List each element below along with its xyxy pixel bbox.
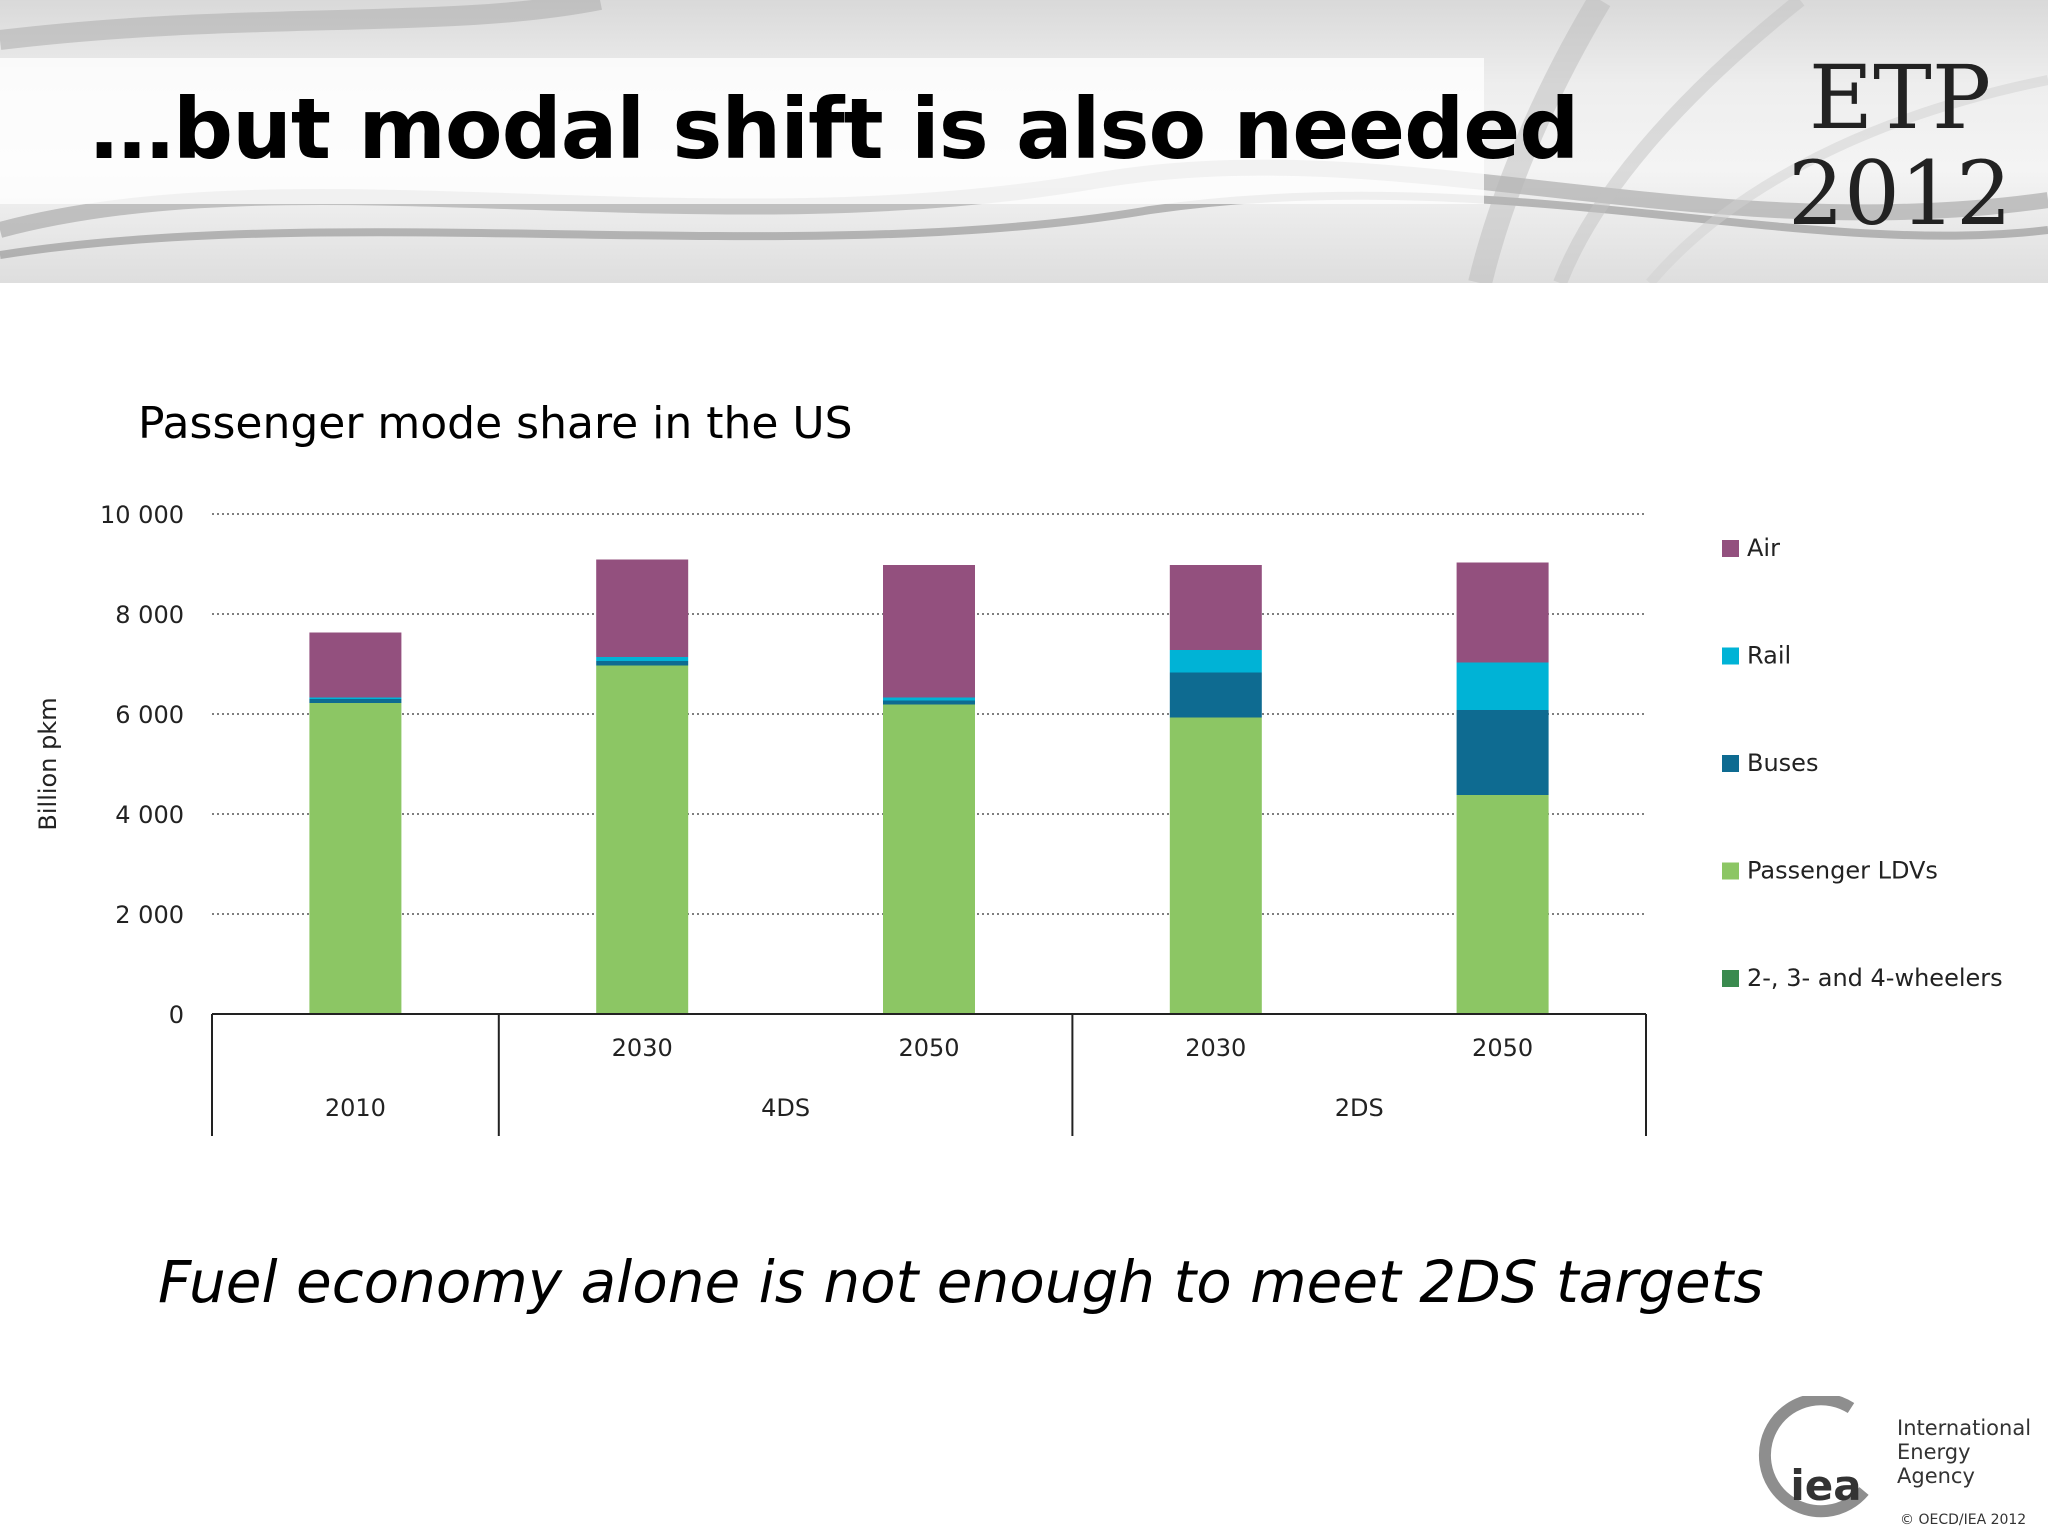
chart-title: Passenger mode share in the US (138, 398, 853, 449)
iea-logo: iea (1758, 1396, 1869, 1518)
x-tick-label: 2050 (898, 1034, 959, 1062)
bar-segment (1456, 795, 1549, 1013)
y-tick-label: 2 000 (115, 901, 184, 929)
bar-segment (309, 699, 402, 703)
y-tick-label: 8 000 (115, 601, 184, 629)
iea-logo-line2: Energy Agency (1897, 1440, 1975, 1488)
stacked-bar-chart: 0 2 000 4 000 6 000 8 000 10 000 Billion pkm 20… (34, 501, 2003, 1136)
bar-segment (1456, 710, 1549, 795)
etp-badge-line2: 2012 (1788, 142, 2012, 245)
copyright: © OECD/IEA 2012 (1900, 1512, 2027, 1528)
bar-segment (1169, 565, 1262, 650)
bar-segment (309, 703, 402, 1013)
iea-logo-line1: International (1897, 1416, 2032, 1440)
y-tick-label: 0 (169, 1001, 184, 1029)
y-axis-label: Billion pkm (34, 697, 62, 830)
x-tick-label: 2030 (1185, 1034, 1246, 1062)
x-group-label: 2DS (1335, 1094, 1384, 1122)
bar-segment (1456, 562, 1549, 663)
title-band (0, 58, 1484, 204)
x-group-label: 4DS (761, 1094, 810, 1122)
legend-label: Air (1747, 534, 1780, 562)
legend-label: Buses (1747, 749, 1818, 777)
etp-badge: ETP 2012 (1780, 50, 2020, 242)
slide-title: …but modal shift is also needed (90, 80, 1579, 178)
bar-segment (883, 704, 975, 1013)
bar-segment (596, 657, 689, 661)
bar-segment (883, 700, 975, 705)
bar-segment (1169, 672, 1262, 718)
bar-segment (596, 661, 689, 666)
iea-logo-text: iea (1790, 1461, 1861, 1510)
legend-swatch (1722, 540, 1739, 557)
legend-swatch (1722, 647, 1739, 665)
slide-subtitle: Fuel economy alone is not enough to meet… (158, 1248, 1764, 1316)
bar-segment (883, 697, 975, 701)
bar-segment (596, 559, 689, 657)
y-tick-label: 6 000 (115, 701, 184, 729)
iea-logo-wordmark: International Energy Agency (1897, 1416, 2048, 1488)
legend-swatch (1722, 862, 1739, 880)
bar-segment (309, 632, 402, 698)
bar-segment (1456, 662, 1549, 710)
legend-label: Passenger LDVs (1747, 857, 1938, 885)
y-tick-label: 10 000 (100, 501, 184, 529)
etp-badge-line1: ETP (1808, 46, 1992, 149)
bar-segment (1169, 717, 1262, 1013)
x-group-label: 2010 (325, 1094, 386, 1122)
bar-segment (1169, 650, 1262, 673)
x-tick-label: 2030 (612, 1034, 673, 1062)
slide-header: …but modal shift is also needed ETP 2012 (0, 0, 2048, 283)
bar-segment (309, 697, 402, 699)
bar-segment (883, 565, 975, 698)
legend-label: Rail (1747, 642, 1791, 670)
x-tick-label: 2050 (1472, 1034, 1533, 1062)
legend-label: 2-, 3- and 4-wheelers (1747, 964, 2003, 992)
legend-swatch (1722, 970, 1739, 987)
legend-swatch (1722, 755, 1739, 772)
bar-segment (596, 665, 689, 1013)
y-tick-label: 4 000 (115, 801, 184, 829)
